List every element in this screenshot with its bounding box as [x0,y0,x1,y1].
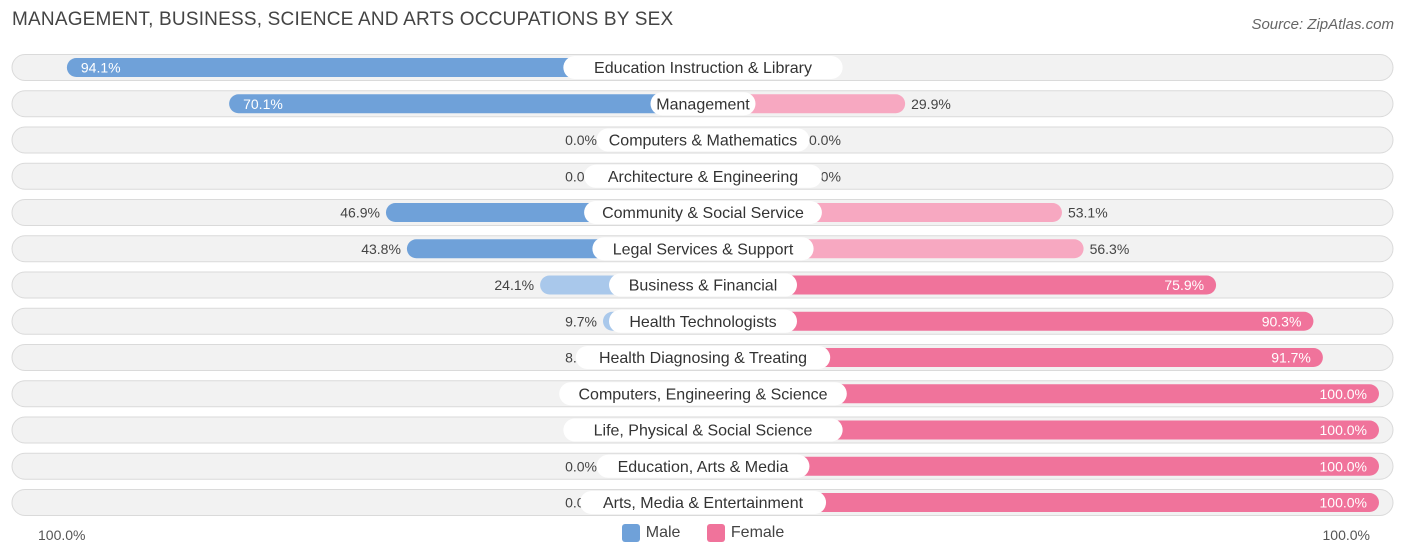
data-label-female: 29.9% [911,96,951,112]
bar-female [703,384,1379,404]
category-label-pill [592,237,814,261]
category-label: Legal Services & Support [613,241,794,258]
category-label-pill [584,201,822,224]
chart-title: MANAGEMENT, BUSINESS, SCIENCE AND ARTS O… [12,9,674,30]
category-label-pill [596,128,810,152]
category-label-pill [609,309,797,333]
data-label-female: 56.3% [1090,241,1130,257]
chart-canvas: 94.1%5.9%Education Instruction & Library… [11,54,1394,516]
category-label: Business & Financial [629,278,778,295]
data-label-female: 75.9% [1164,277,1204,293]
data-label-female: 0.0% [809,132,841,148]
category-label: Architecture & Engineering [608,169,798,186]
legend-label-female: Female [730,524,785,541]
data-label-female: 53.1% [1068,205,1108,221]
category-label-pill [563,56,843,79]
data-label-male: 0.0% [565,458,597,474]
category-label: Computers, Engineering & Science [578,386,827,403]
legend: Male Female [0,524,1406,547]
category-label-pill [559,382,847,406]
category-label-pill [596,454,810,478]
category-label: Education, Arts & Media [618,459,789,476]
bar-female [703,275,1217,295]
bar-female [703,493,1379,512]
category-label: Health Diagnosing & Treating [599,350,807,367]
category-label: Computers & Mathematics [609,133,798,150]
category-label: Community & Social Service [602,205,804,222]
data-label-female: 100.0% [1320,495,1367,511]
category-label: Life, Physical & Social Science [594,423,813,440]
data-label-female: 100.0% [1320,458,1367,474]
category-label-pill [563,418,843,442]
legend-label-male: Male [645,524,681,541]
data-label-male: 46.9% [340,205,380,221]
legend-swatch-female [706,524,725,542]
data-label-female: 91.7% [1271,350,1311,366]
data-label-male: 94.1% [81,60,121,76]
category-label-pill [650,92,756,116]
bar-female [703,348,1323,367]
legend-swatch-male [621,524,640,542]
category-label: Arts, Media & Entertainment [603,495,804,512]
chart-source: Source: ZipAtlas.com [1251,16,1394,33]
data-label-female: 90.3% [1262,313,1302,329]
category-label-pill [584,164,822,188]
category-label: Education Instruction & Library [594,60,812,77]
bar-female [703,420,1379,440]
data-label-male: 43.8% [361,241,401,257]
data-label-male: 0.0% [565,132,597,148]
bar-female [703,456,1379,476]
data-label-female: 100.0% [1320,422,1367,438]
data-label-female: 100.0% [1320,386,1367,402]
category-label-pill [609,273,797,297]
category-label-pill [579,491,827,514]
legend-item-male: Male [621,524,681,542]
data-label-male: 24.1% [494,277,534,293]
category-label: Management [656,96,750,113]
bar-male [66,58,703,77]
axis-right-label: 100.0% [1322,527,1370,543]
category-label-pill [575,346,831,369]
legend-item-female: Female [706,524,785,542]
category-label: Health Technologists [629,314,776,331]
data-label-male: 9.7% [565,313,597,329]
data-label-male: 70.1% [243,96,283,112]
bar-male [229,94,703,114]
bar-female [703,311,1314,331]
axis-left-label: 100.0% [38,527,86,543]
